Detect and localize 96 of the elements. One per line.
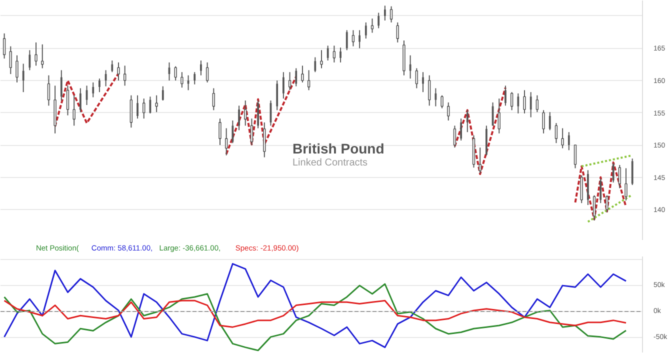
candlestick — [200, 60, 202, 76]
candlestick — [2, 32, 6, 60]
text: British Pound — [292, 140, 384, 156]
candlestick — [92, 82, 94, 98]
candlestick — [624, 168, 628, 201]
candlestick — [346, 30, 348, 51]
candlestick — [34, 42, 38, 66]
line-series — [4, 283, 627, 352]
candlestick — [332, 45, 336, 63]
candlestick — [194, 72, 196, 85]
candlestick — [536, 94, 539, 113]
candlestick — [66, 85, 70, 116]
candlestick — [276, 80, 278, 111]
candlestick — [530, 92, 532, 118]
candlestick — [422, 72, 424, 93]
candlestick — [612, 162, 614, 183]
candlestick — [415, 68, 418, 89]
candlestick — [358, 30, 361, 49]
candlestick — [16, 54, 18, 83]
candlestick — [60, 70, 62, 101]
candlestick — [568, 132, 570, 151]
candlestick — [238, 105, 240, 131]
candlestick — [117, 62, 120, 81]
candlestick — [22, 63, 24, 93]
candlestick — [364, 22, 367, 40]
candlestick — [453, 125, 456, 148]
candlestick — [9, 46, 12, 75]
candlestick — [250, 118, 254, 146]
candlestick — [390, 6, 393, 23]
candlestick — [466, 110, 468, 133]
candlestick — [28, 50, 31, 71]
candlestick — [180, 72, 184, 88]
candlestick — [384, 5, 386, 21]
candlestick — [282, 72, 284, 100]
candlestick — [478, 147, 482, 174]
candlestick — [580, 174, 583, 204]
candlestick — [434, 88, 437, 107]
candlestick — [162, 86, 164, 101]
candlestick — [574, 144, 577, 169]
candlestick — [218, 118, 222, 146]
line-series — [574, 161, 628, 220]
candlestick — [523, 90, 526, 114]
candlestick — [307, 70, 310, 91]
candlestick — [136, 94, 138, 120]
candlestick — [378, 12, 380, 29]
line-series — [4, 263, 627, 348]
candlestick — [510, 92, 514, 111]
candlestick — [396, 22, 399, 43]
candlestick — [631, 158, 634, 186]
candlestick — [592, 194, 596, 221]
candlestick — [98, 78, 100, 93]
candlestick — [320, 50, 323, 69]
candlestick — [174, 66, 177, 81]
candlestick — [257, 100, 260, 129]
candlestick — [600, 178, 602, 204]
candlestick — [212, 88, 216, 111]
candlestick — [618, 164, 622, 189]
candlestick — [504, 85, 506, 106]
candlestick — [206, 62, 209, 83]
line-series — [4, 300, 627, 328]
candlestick — [130, 94, 133, 128]
candlestick — [428, 74, 431, 106]
candlestick — [409, 54, 412, 80]
candlestick — [517, 92, 520, 114]
candlestick — [460, 118, 462, 141]
candlestick — [295, 68, 298, 87]
candlestick — [554, 122, 558, 144]
candlestick — [47, 74, 50, 106]
candlestick — [498, 98, 500, 134]
candlestick — [111, 60, 114, 73]
text: Linked Contracts — [292, 158, 368, 168]
candlestick — [542, 110, 545, 134]
candlestick — [79, 88, 82, 113]
candlestick — [142, 98, 146, 120]
candlestick — [370, 18, 374, 34]
candlestick — [288, 72, 292, 91]
line-series — [454, 86, 506, 176]
candlestick — [352, 30, 355, 47]
candlestick — [326, 45, 329, 61]
candlestick — [263, 122, 266, 158]
candlestick — [548, 112, 551, 131]
candlestick — [440, 94, 444, 109]
candlestick — [224, 128, 228, 156]
candlestick — [155, 94, 158, 113]
candlestick — [561, 128, 564, 149]
candlestick — [606, 194, 608, 213]
candlestick — [104, 70, 107, 87]
candlestick — [41, 44, 44, 69]
candlestick — [314, 56, 316, 73]
candlestick — [123, 65, 126, 86]
candlestick — [447, 102, 450, 121]
candlestick — [244, 100, 247, 126]
candlestick — [301, 65, 304, 83]
candlestick — [232, 120, 234, 144]
candlestick — [72, 94, 76, 126]
candlestick — [340, 47, 342, 63]
